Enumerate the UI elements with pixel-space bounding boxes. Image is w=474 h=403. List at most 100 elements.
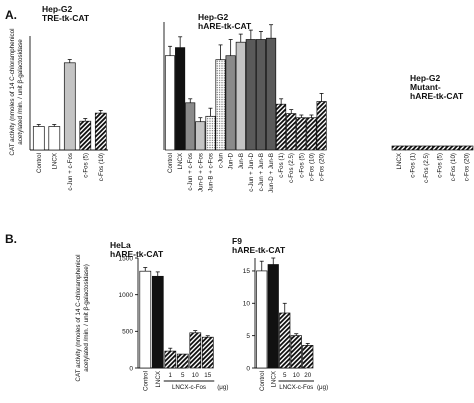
chart-title: Hep-G2 xyxy=(198,12,229,22)
category-label: c-Fos (10) xyxy=(98,153,105,181)
y-tick-label: 1000 xyxy=(119,292,134,299)
bar-1 xyxy=(139,270,152,369)
bar-5 xyxy=(189,332,202,369)
bar-1 xyxy=(32,126,45,151)
bar-5 xyxy=(205,115,216,151)
category-label: c-Jun + Jun-D xyxy=(248,152,255,191)
y-tick-label: 15 xyxy=(243,268,251,275)
y-axis-label: CAT activity (nmoles of 14 C-chloramphen… xyxy=(75,254,90,381)
chart-subtitle: hARE-tk-CAT xyxy=(198,21,252,31)
bar-2 xyxy=(48,126,61,151)
bar-4 xyxy=(79,120,92,151)
bar-6 xyxy=(459,145,474,151)
category-label: c-Fos (20) xyxy=(463,153,470,181)
category-label: 15 xyxy=(204,372,211,379)
bar-15 xyxy=(306,117,317,151)
category-label: Jun-B xyxy=(238,153,245,169)
y-tick-label: 1500 xyxy=(119,255,134,262)
bar-3 xyxy=(279,312,291,369)
y-tick-label: 5 xyxy=(246,333,250,340)
bar-10 xyxy=(255,39,267,151)
bar-2 xyxy=(151,275,164,369)
bar-8 xyxy=(235,41,246,151)
bar-3 xyxy=(185,102,196,151)
group-label: LNCX-c-Fos xyxy=(279,384,313,391)
category-label: c-Fos (10) xyxy=(308,153,315,181)
category-label: 5 xyxy=(283,372,287,379)
chart-title: HeLa xyxy=(110,240,131,250)
category-label: Jun-D + c-Fos xyxy=(197,153,204,192)
category-label: Jun-D xyxy=(228,152,235,169)
bar-16 xyxy=(316,101,327,151)
bar-11 xyxy=(266,37,277,151)
bar-7 xyxy=(225,55,236,151)
category-label: 20 xyxy=(304,372,311,379)
chart-title: Hep-G2 xyxy=(410,73,441,83)
category-label: c-Fos (5) xyxy=(436,153,443,178)
bar-3 xyxy=(418,145,433,151)
bar-12 xyxy=(276,103,287,151)
bar-3 xyxy=(164,350,177,369)
chart-subtitle: TRE-tk-CAT xyxy=(42,13,90,23)
category-label: LNCX xyxy=(51,153,58,170)
chart-subtitle-2: hARE-tk-CAT xyxy=(410,91,464,101)
category-label: c-Fos (1) xyxy=(409,153,416,178)
category-label: LNCX xyxy=(177,153,184,170)
category-label: c-Fos (2.5) xyxy=(423,153,430,183)
bar-5 xyxy=(445,145,460,151)
bar-13 xyxy=(286,113,297,151)
category-label: Jun-B + c-Fos xyxy=(207,153,214,192)
chart-subtitle: hARE-tk-CAT xyxy=(232,245,286,255)
category-label: c-Jun xyxy=(218,152,225,168)
y-tick-label: 500 xyxy=(122,329,133,336)
dose-unit-label: (μg) xyxy=(217,384,228,391)
chart-subtitle: hARE-tk-CAT xyxy=(110,249,164,259)
bar-1 xyxy=(164,55,176,151)
category-label: c-Jun + c-Fos xyxy=(67,153,74,191)
chart-subtitle: Mutant- xyxy=(410,82,441,92)
bar-5 xyxy=(302,345,314,369)
category-label: c-Jun + Jun-B xyxy=(258,153,265,191)
bar-4 xyxy=(290,335,302,369)
panel-letter-b: B. xyxy=(5,232,17,246)
y-tick-label: 0 xyxy=(129,365,133,372)
bar-2 xyxy=(405,145,420,151)
category-label: Control xyxy=(142,371,149,391)
category-label: c-Fos (1) xyxy=(278,153,285,178)
category-label: 1 xyxy=(169,372,173,379)
category-label: c-Fos (2.5) xyxy=(288,153,295,183)
bar-5 xyxy=(94,112,107,151)
category-label: c-Fos (5) xyxy=(82,153,89,178)
bar-6 xyxy=(215,59,226,151)
category-label: Control xyxy=(167,153,174,173)
bar-1 xyxy=(256,270,268,369)
chart-title: F9 xyxy=(232,236,242,246)
bar-14 xyxy=(296,117,307,151)
category-label: c-Jun + c-Fos xyxy=(187,153,194,191)
category-label: c-Fos (20) xyxy=(319,153,326,181)
dose-unit-label: (μg) xyxy=(317,384,328,391)
bar-2 xyxy=(175,47,186,151)
panel-letter-a: A. xyxy=(5,8,17,22)
bar-4 xyxy=(432,145,447,151)
y-axis-label: CAT activity (nmoles of 14 C-chloramphen… xyxy=(9,28,24,155)
category-label: Control xyxy=(259,371,266,391)
category-label: 5 xyxy=(181,372,185,379)
category-label: LNCX xyxy=(396,153,403,170)
group-label: LNCX-c-Fos xyxy=(172,384,206,391)
category-label: Jun-D + Jun-B xyxy=(268,153,275,193)
bar-3 xyxy=(63,62,76,151)
category-label: c-Fos (10) xyxy=(450,153,457,181)
bar-4 xyxy=(176,353,189,369)
chart-title: Hep-G2 xyxy=(42,4,73,14)
category-label: 10 xyxy=(293,372,300,379)
bar-9 xyxy=(245,39,256,151)
bar-4 xyxy=(195,121,206,151)
y-tick-label: 0 xyxy=(246,365,250,372)
